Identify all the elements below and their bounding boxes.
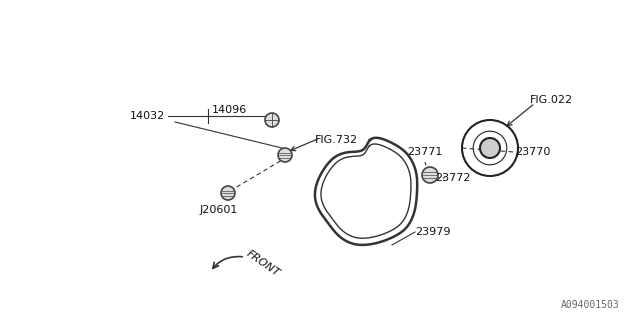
Text: 23770: 23770 xyxy=(515,147,550,157)
Circle shape xyxy=(265,113,279,127)
Text: 23979: 23979 xyxy=(415,227,451,237)
Text: 14032: 14032 xyxy=(130,111,165,121)
Circle shape xyxy=(221,186,235,200)
Text: FIG.732: FIG.732 xyxy=(315,135,358,145)
Circle shape xyxy=(480,138,500,158)
Text: FRONT: FRONT xyxy=(245,248,282,278)
Circle shape xyxy=(422,167,438,183)
Text: J20601: J20601 xyxy=(200,205,238,215)
Text: 23771: 23771 xyxy=(407,147,442,157)
Circle shape xyxy=(278,148,292,162)
Text: 14096: 14096 xyxy=(212,105,247,115)
Text: A094001503: A094001503 xyxy=(561,300,620,310)
Text: FIG.022: FIG.022 xyxy=(530,95,573,105)
Text: 23772: 23772 xyxy=(435,173,470,183)
